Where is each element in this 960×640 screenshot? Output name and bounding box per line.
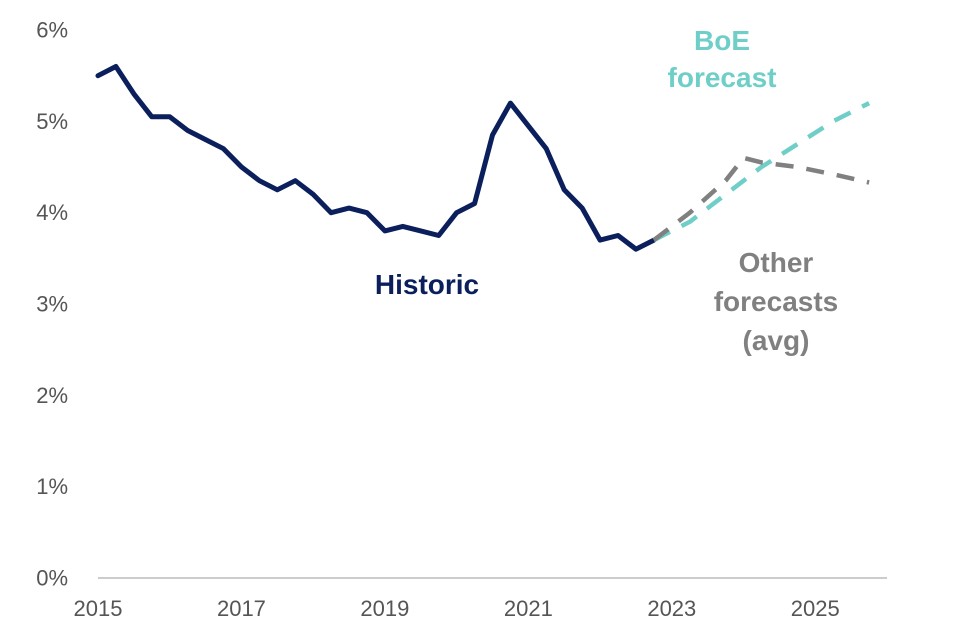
series-lines (95, 64, 871, 252)
y-tick-label: 1% (36, 474, 68, 499)
historic-series-line (95, 64, 657, 252)
boe-forecast-label: BoE forecast (668, 25, 777, 93)
boe-forecast-series-line (652, 101, 871, 243)
y-tick-label: 4% (36, 200, 68, 225)
other-forecasts-label: Other forecasts (avg) (714, 247, 839, 356)
y-tick-label: 6% (36, 18, 68, 43)
series-label-line: Other (739, 247, 814, 278)
x-tick-label: 2019 (360, 596, 409, 621)
historic-label: Historic (375, 269, 479, 300)
series-label-line: (avg) (743, 325, 810, 356)
y-tick-label: 0% (36, 566, 68, 591)
y-tick-label: 2% (36, 383, 68, 408)
x-tick-label: 2025 (791, 596, 840, 621)
series-label-line: forecasts (714, 286, 839, 317)
y-axis-ticks: 0% 1% 2% 3% 4% 5% 6% (36, 18, 68, 591)
series-label-line: BoE (694, 25, 750, 56)
y-tick-label: 3% (36, 292, 68, 317)
x-tick-label: 2015 (74, 596, 123, 621)
other-forecasts-series-line (652, 155, 870, 242)
series-label-line: Historic (375, 269, 479, 300)
series-labels: Historic BoE forecast Other forecasts (avg) (375, 25, 838, 356)
y-tick-label: 5% (36, 109, 68, 134)
x-tick-label: 2023 (647, 596, 696, 621)
x-tick-label: 2021 (504, 596, 553, 621)
x-axis-ticks: 2015 2017 2019 2021 2023 2025 (74, 596, 840, 621)
series-label-line: forecast (668, 62, 777, 93)
x-tick-label: 2017 (217, 596, 266, 621)
